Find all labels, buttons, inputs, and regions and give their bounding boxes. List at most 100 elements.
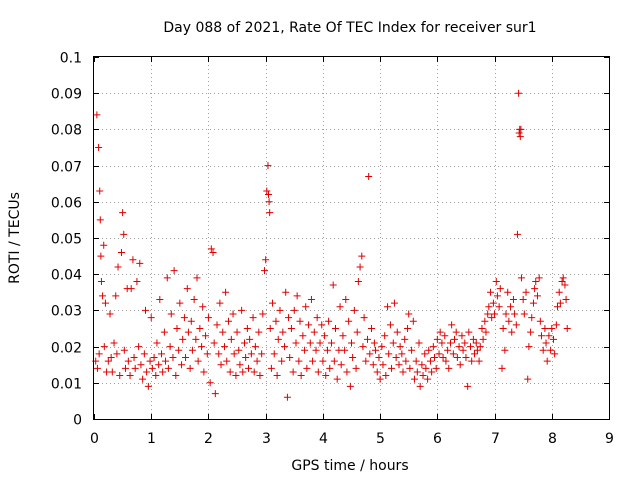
- data-point: [505, 317, 513, 325]
- data-point: [179, 335, 187, 343]
- x-tick-label: 5: [376, 431, 385, 447]
- data-point: [159, 368, 167, 376]
- data-point: [558, 277, 566, 285]
- data-point: [520, 310, 528, 318]
- data-point: [246, 335, 254, 343]
- data-point: [402, 357, 410, 365]
- data-point: [370, 339, 378, 347]
- data-point: [516, 133, 524, 141]
- data-point: [249, 314, 257, 322]
- data-point: [283, 393, 291, 401]
- data-point: [551, 350, 559, 358]
- data-point: [186, 364, 194, 372]
- data-point: [562, 296, 570, 304]
- data-point: [406, 364, 414, 372]
- data-point: [446, 339, 454, 347]
- data-point: [401, 335, 409, 343]
- data-point: [160, 328, 168, 336]
- data-point: [433, 335, 441, 343]
- data-point: [428, 368, 436, 376]
- data-point: [245, 364, 252, 372]
- data-point: [229, 310, 237, 318]
- data-point: [312, 346, 320, 354]
- data-point: [330, 357, 338, 365]
- data-point: [250, 368, 258, 376]
- data-point: [348, 339, 355, 347]
- data-point: [359, 343, 367, 351]
- data-point: [269, 299, 277, 307]
- y-tick-label: 0.07: [51, 160, 82, 176]
- data-point: [202, 332, 210, 340]
- data-point: [409, 317, 417, 325]
- data-point: [188, 346, 196, 354]
- data-point: [194, 357, 202, 365]
- data-point: [285, 314, 293, 322]
- data-point: [93, 364, 101, 372]
- data-point: [163, 274, 171, 282]
- data-point: [495, 303, 503, 311]
- data-point: [222, 288, 230, 296]
- data-point: [491, 310, 499, 318]
- chart-title: Day 088 of 2021, Rate Of TEC Index for r…: [163, 20, 536, 36]
- data-point: [527, 328, 535, 336]
- data-point: [535, 274, 543, 282]
- y-tick-label: 0.09: [51, 87, 82, 103]
- y-tick-label: 0.1: [60, 51, 82, 67]
- data-point: [449, 350, 457, 358]
- data-point: [511, 310, 519, 318]
- data-point: [169, 353, 177, 361]
- data-point: [251, 343, 259, 351]
- data-point: [336, 303, 344, 311]
- data-point: [333, 375, 341, 383]
- data-point: [121, 364, 129, 372]
- data-point: [349, 353, 357, 361]
- data-point: [331, 325, 339, 332]
- data-point: [142, 306, 149, 314]
- data-point: [129, 256, 137, 264]
- data-point: [170, 267, 178, 275]
- data-point: [373, 368, 381, 376]
- data-point: [255, 328, 263, 336]
- x-tick-label: 2: [204, 431, 213, 447]
- data-point: [322, 372, 330, 380]
- data-point: [384, 303, 392, 311]
- data-point: [368, 325, 376, 332]
- data-point: [435, 350, 443, 358]
- data-point: [267, 364, 275, 372]
- data-point: [429, 343, 437, 351]
- data-point: [327, 339, 335, 347]
- data-point: [425, 346, 433, 354]
- data-point: [453, 353, 461, 361]
- data-point: [272, 317, 280, 325]
- data-point: [120, 230, 128, 238]
- data-point: [152, 372, 160, 380]
- data-point: [392, 353, 400, 361]
- grid-lines: [94, 57, 609, 419]
- data-point: [303, 364, 311, 372]
- data-point: [399, 368, 407, 376]
- data-point: [164, 364, 172, 372]
- data-point: [193, 274, 201, 282]
- data-point: [378, 343, 386, 351]
- data-point: [385, 350, 393, 358]
- data-point: [274, 335, 282, 343]
- data-point: [223, 357, 231, 365]
- data-point: [436, 328, 444, 336]
- data-point: [415, 339, 423, 347]
- data-point: [110, 339, 118, 347]
- data-point: [139, 375, 147, 383]
- data-point: [509, 296, 517, 304]
- data-point: [206, 379, 214, 387]
- data-point: [192, 335, 200, 343]
- data-point: [270, 350, 278, 358]
- data-point: [556, 299, 564, 307]
- data-point: [442, 357, 450, 365]
- data-point: [462, 353, 470, 361]
- plot-frame: [93, 56, 610, 420]
- data-point: [182, 353, 190, 361]
- data-point: [224, 317, 232, 325]
- data-point: [236, 361, 244, 369]
- data-point: [247, 350, 255, 358]
- data-point: [198, 343, 206, 351]
- data-point: [412, 357, 420, 365]
